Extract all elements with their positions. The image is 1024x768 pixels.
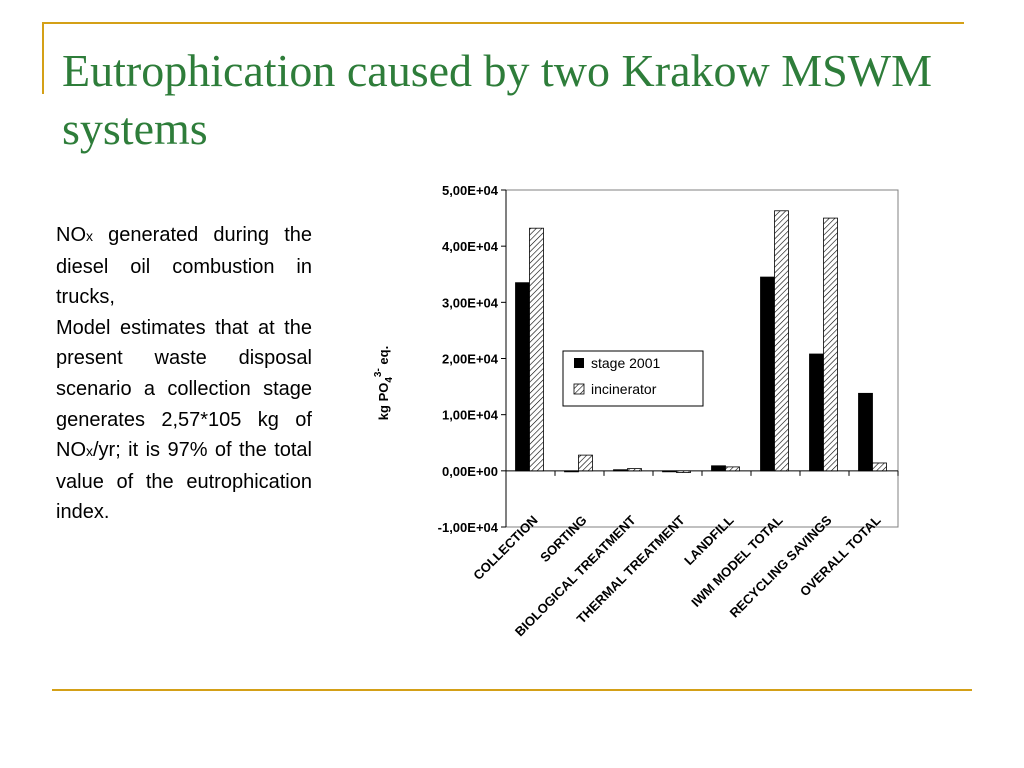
bar-incinerator	[774, 210, 789, 472]
legend-swatch-incinerator	[573, 383, 585, 395]
y-axis-label-subscript: 4	[384, 377, 395, 383]
body-text: NOx generated during the diesel oil comb…	[56, 220, 312, 528]
y-tick-label: 4,00E+04	[442, 239, 499, 254]
bar-incinerator	[627, 468, 642, 472]
paragraph-1-part-a: NO	[56, 224, 86, 246]
bar-incinerator	[725, 466, 740, 472]
y-axis-label-superscript: 3-	[373, 368, 384, 377]
paragraph-1-part-b: generated during the diesel oil combusti…	[56, 224, 312, 309]
bar-stage-2001	[613, 469, 628, 472]
y-tick-label: 0,00E+00	[442, 464, 498, 479]
slide-title: Eutrophication caused by two Krakow MSWM…	[62, 45, 933, 154]
legend: stage 2001 incinerator	[562, 350, 704, 407]
y-tick-label: 2,00E+04	[442, 352, 499, 367]
bar-stage-2001	[760, 276, 775, 472]
bar-incinerator	[872, 462, 887, 472]
frame-bottom-line	[52, 689, 972, 691]
y-tick-label: 3,00E+04	[442, 295, 499, 310]
paragraph-1-subscript: x	[86, 228, 93, 244]
y-tick-label: -1,00E+04	[438, 520, 499, 535]
legend-label-incinerator: incinerator	[591, 381, 657, 397]
eutrophication-bar-chart: -1,00E+04 0,00E+00 1,00E+04 2,00E+04 3,00E+0…	[373, 183, 899, 639]
legend-box	[562, 350, 704, 407]
frame-left-line	[42, 22, 44, 94]
paragraph-2-part-b: /yr; it is 97% of the total value of the…	[56, 439, 312, 524]
bar-stage-2001	[662, 470, 677, 473]
legend-label-stage-2001: stage 2001	[591, 355, 660, 371]
bar-incinerator	[676, 470, 691, 473]
y-axis-label-end: eq.	[376, 346, 391, 368]
frame-top-line	[42, 22, 964, 24]
bar-stage-2001	[515, 282, 530, 472]
bar-incinerator	[578, 454, 593, 472]
paragraph-2: Model estimates that at the present wast…	[56, 313, 312, 528]
bar-incinerator	[823, 217, 838, 472]
y-axis-label-main: kg PO	[376, 383, 391, 421]
paragraph-2-subscript: x	[86, 443, 93, 460]
legend-swatch-stage-2001	[574, 358, 584, 368]
bar-incinerator	[529, 227, 544, 472]
y-axis-label: kg PO43- eq.	[373, 346, 395, 420]
paragraph-1: NOx generated during the diesel oil comb…	[56, 220, 312, 313]
bar-stage-2001	[564, 470, 579, 473]
y-tick-label: 5,00E+04	[442, 183, 499, 198]
bar-stage-2001	[858, 392, 873, 472]
y-tick-label: 1,00E+04	[442, 408, 499, 423]
bar-stage-2001	[809, 353, 824, 472]
bar-stage-2001	[711, 465, 726, 472]
paragraph-2-part-a: Model estimates that at the present wast…	[56, 316, 312, 462]
